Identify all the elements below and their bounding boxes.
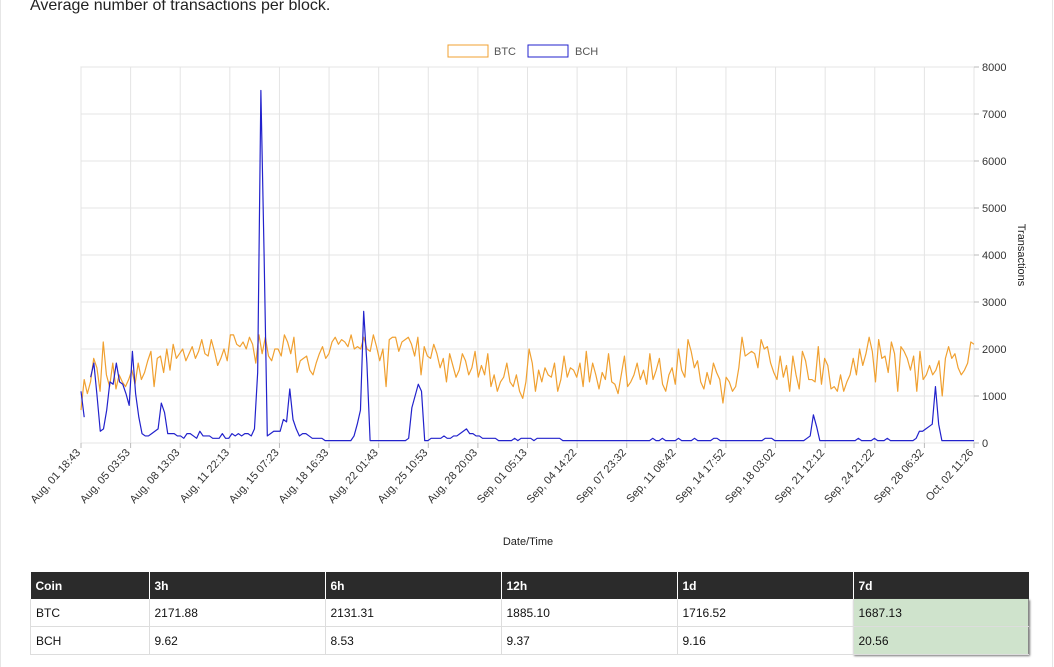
- x-tick-label: Aug, 28 20:03: [425, 447, 480, 506]
- x-tick-label: Sep, 18 03:02: [723, 447, 778, 506]
- y-tick-label: 1000: [982, 391, 1006, 403]
- cell-1d: 9.16: [677, 626, 854, 655]
- x-tick-label: Sep, 28 06:32: [872, 447, 927, 506]
- x-tick-label: Sep, 07 23:32: [574, 447, 629, 506]
- page-left-border: [0, 0, 1, 667]
- series-line-bch: [80, 89, 974, 442]
- cell-6h: 2131.31: [325, 599, 502, 627]
- x-tick-label: Sep, 04 14:22: [525, 447, 580, 506]
- x-tick-label: Sep, 01 05:13: [475, 447, 530, 506]
- col-header-1d: 1d: [677, 572, 854, 599]
- col-header-7d: 7d: [853, 572, 1029, 599]
- cell-coin: BTC: [30, 599, 150, 627]
- col-header-coin: Coin: [30, 572, 150, 599]
- cell-1d: 1716.52: [677, 599, 854, 627]
- x-axis-label: Date/Time: [503, 536, 553, 548]
- chart-grid: [80, 66, 975, 444]
- y-tick-label: 8000: [982, 62, 1006, 74]
- x-tick-label: Oct, 02 11:26: [924, 447, 977, 504]
- cell-coin: BCH: [30, 626, 150, 655]
- page-right-border: [1052, 0, 1053, 667]
- table-row-btc: BTC 2171.88 2131.31 1885.10 1716.52 1687…: [30, 599, 1029, 627]
- cell-7d: 20.56: [853, 626, 1029, 655]
- chart-series: [80, 89, 975, 442]
- legend-label-bch[interactable]: BCH: [575, 46, 598, 58]
- cell-12h: 1885.10: [501, 599, 678, 627]
- y-tick-label: 4000: [982, 250, 1006, 262]
- x-tick-label: Sep, 14 17:52: [673, 447, 728, 506]
- y-axis-ticks: 0 1000 2000 3000 4000 5000 6000 7000 8000: [974, 62, 1006, 450]
- x-tick-label: Aug, 18 16:33: [277, 447, 332, 506]
- chart-legend: BTC BCH: [447, 44, 598, 58]
- x-tick-label: Sep, 21 12:12: [773, 447, 828, 506]
- y-tick-label: 6000: [982, 156, 1006, 168]
- legend-label-btc[interactable]: BTC: [494, 46, 516, 58]
- y-tick-label: 5000: [982, 203, 1006, 215]
- y-tick-label: 2000: [982, 344, 1006, 356]
- x-tick-label: Aug, 01 18:43: [28, 447, 83, 506]
- x-tick-label: Aug, 08 13:03: [128, 447, 183, 506]
- table-row-bch: BCH 9.62 8.53 9.37 9.16 20.56: [30, 626, 1029, 655]
- cell-3h: 2171.88: [149, 599, 326, 627]
- x-tick-label: Aug, 05 03:53: [78, 447, 133, 506]
- y-tick-label: 3000: [982, 297, 1006, 309]
- col-header-3h: 3h: [149, 572, 326, 599]
- legend-swatch-btc[interactable]: [447, 44, 489, 58]
- y-axis-label: Transactions: [1015, 224, 1027, 287]
- cell-6h: 8.53: [325, 626, 502, 655]
- col-header-12h: 12h: [501, 572, 678, 599]
- cell-7d: 1687.13: [853, 599, 1029, 627]
- transactions-line-chart: BTC BCH 0 1000 2000 3000 4000 5000 6000 7000 800…: [28, 44, 1027, 548]
- page-subtitle: Average number of transactions per block…: [30, 0, 331, 14]
- cell-12h: 9.37: [501, 626, 678, 655]
- x-tick-label: Aug, 15 07:23: [227, 447, 282, 506]
- y-tick-label: 0: [982, 438, 988, 450]
- col-header-6h: 6h: [325, 572, 502, 599]
- x-tick-label: Aug, 25 10:53: [376, 447, 431, 506]
- cell-3h: 9.62: [149, 626, 326, 655]
- x-tick-label: Sep, 24 21:22: [822, 447, 877, 506]
- x-tick-label: Aug, 11 22:13: [178, 447, 232, 505]
- stats-table: Coin 3h 6h 12h 1d 7d BTC 2171.88 2131.31…: [30, 572, 1029, 655]
- legend-swatch-bch[interactable]: [527, 44, 569, 58]
- x-tick-label: Sep, 11 08:42: [624, 447, 678, 505]
- y-tick-label: 7000: [982, 109, 1006, 121]
- series-line-btc: [80, 334, 975, 411]
- table-header-row: Coin 3h 6h 12h 1d 7d: [30, 572, 1029, 599]
- x-tick-label: Aug, 22 01:43: [326, 447, 381, 506]
